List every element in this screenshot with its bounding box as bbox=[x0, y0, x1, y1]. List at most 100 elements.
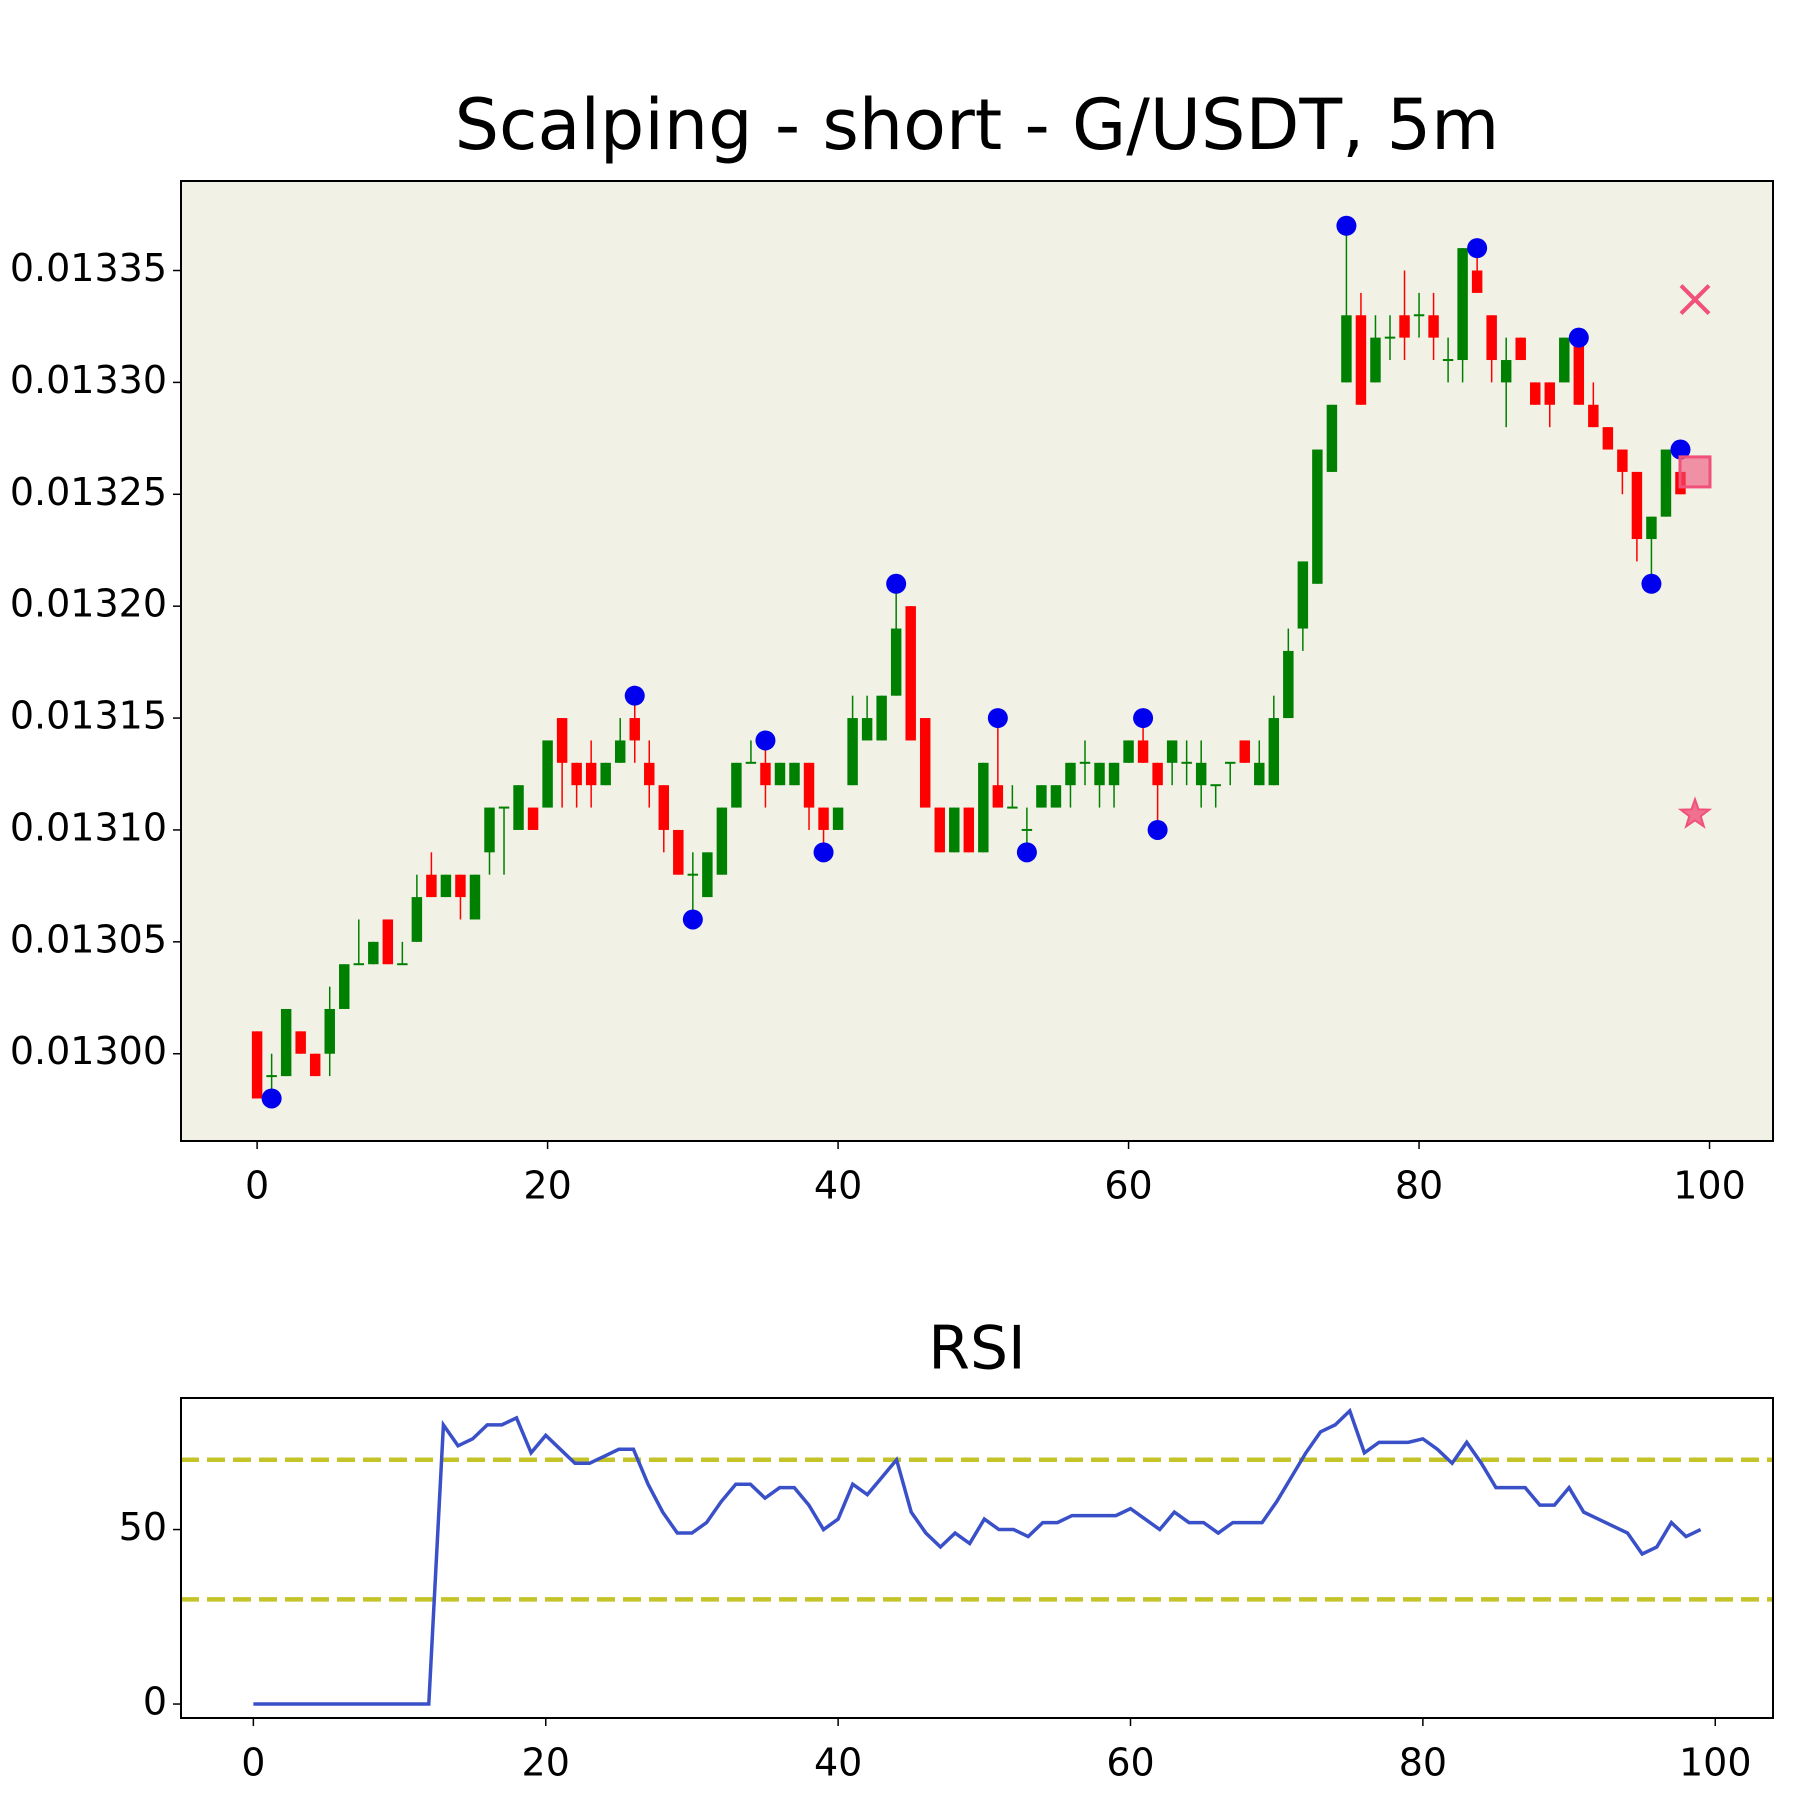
candle-body bbox=[1660, 449, 1672, 517]
pivot-point bbox=[682, 909, 703, 930]
candle-body bbox=[382, 919, 394, 965]
candle-body bbox=[1079, 761, 1091, 764]
candle-body bbox=[600, 762, 611, 786]
candle-body bbox=[266, 1075, 277, 1078]
candle-body bbox=[1442, 359, 1454, 362]
x-tick-label: 40 bbox=[814, 1164, 862, 1208]
candle-body bbox=[455, 874, 466, 898]
candle-body bbox=[919, 718, 931, 808]
candle-body bbox=[992, 785, 1004, 808]
candle-body bbox=[1399, 315, 1410, 338]
candle-body bbox=[1181, 761, 1192, 764]
candle-body bbox=[1210, 784, 1221, 787]
candle-body bbox=[426, 874, 437, 898]
candle-body bbox=[963, 807, 975, 853]
candle-body bbox=[949, 807, 960, 853]
marker-x bbox=[1679, 284, 1711, 316]
candle-body bbox=[687, 873, 699, 876]
candle-body bbox=[1036, 785, 1047, 808]
candle-body bbox=[876, 695, 887, 741]
candle-body bbox=[1471, 270, 1483, 293]
y-tick-label: 0.01325 bbox=[10, 470, 167, 514]
pivot-point bbox=[1641, 573, 1662, 594]
candle-body bbox=[1195, 762, 1207, 786]
candle-body bbox=[556, 718, 568, 763]
candle-body bbox=[1588, 404, 1599, 428]
marker-star bbox=[1677, 796, 1713, 829]
pivot-point bbox=[1147, 819, 1168, 840]
candle-body bbox=[673, 829, 684, 875]
candle-body bbox=[716, 807, 728, 875]
candle-body bbox=[1413, 314, 1425, 317]
candle-body bbox=[1268, 718, 1280, 786]
y-tick-label: 0.01310 bbox=[10, 805, 167, 849]
candle-body bbox=[818, 807, 829, 830]
candle-body bbox=[934, 807, 945, 853]
candle-body bbox=[658, 785, 670, 830]
x-tick-label: 100 bbox=[1679, 1741, 1752, 1785]
candle-body bbox=[1007, 806, 1018, 809]
candle-body bbox=[774, 762, 786, 786]
pivot-point bbox=[1568, 327, 1589, 348]
candle-body bbox=[1123, 740, 1134, 763]
candle-body bbox=[760, 762, 771, 786]
candle-body bbox=[1559, 337, 1570, 383]
candle-body bbox=[1297, 561, 1309, 629]
candle-body bbox=[614, 740, 626, 763]
pivot-point bbox=[1336, 215, 1357, 236]
x-tick-label: 0 bbox=[245, 1164, 269, 1208]
candle-body bbox=[1646, 516, 1657, 540]
candle-body bbox=[1573, 337, 1585, 405]
candle-body bbox=[1283, 650, 1294, 719]
candle-body bbox=[644, 762, 655, 786]
marker-square bbox=[1678, 455, 1712, 489]
x-tick-label: 20 bbox=[522, 1741, 570, 1785]
x-tick-label: 0 bbox=[241, 1741, 265, 1785]
candle-body bbox=[629, 718, 640, 741]
pivot-point bbox=[987, 708, 1008, 729]
candle-body bbox=[1021, 828, 1033, 831]
candle-body bbox=[1544, 382, 1555, 405]
candle-body bbox=[309, 1053, 321, 1077]
candle-body bbox=[411, 897, 423, 942]
candle-body bbox=[731, 762, 742, 808]
pivot-point bbox=[1467, 238, 1488, 259]
candle-body bbox=[1355, 315, 1367, 405]
pivot-point bbox=[1133, 708, 1154, 729]
plot-frame bbox=[180, 180, 1774, 1142]
candle-body bbox=[542, 740, 553, 808]
candle-body bbox=[890, 628, 902, 696]
candle-body bbox=[1341, 315, 1352, 383]
candle-body bbox=[527, 807, 539, 830]
plot-background bbox=[181, 1398, 1773, 1718]
plot-frame bbox=[180, 1397, 1774, 1719]
candle-body bbox=[498, 806, 510, 809]
y-tick-label: 0.01300 bbox=[10, 1029, 167, 1073]
candle-body bbox=[251, 1031, 263, 1099]
candle-body bbox=[978, 762, 989, 853]
candle-body bbox=[1515, 337, 1526, 361]
candle-body bbox=[324, 1008, 335, 1054]
candle-body bbox=[1137, 740, 1149, 763]
candle-body bbox=[397, 963, 408, 966]
candle-body bbox=[1370, 337, 1381, 383]
candle-body bbox=[440, 874, 452, 898]
candle-body bbox=[295, 1031, 306, 1054]
y-tick-label: 0.01305 bbox=[10, 917, 167, 961]
candle-body bbox=[1326, 404, 1338, 472]
plot-background bbox=[181, 181, 1773, 1141]
candle-body bbox=[280, 1008, 292, 1077]
pivot-point bbox=[1670, 439, 1691, 460]
candle-body bbox=[745, 761, 757, 764]
candle-body bbox=[861, 718, 873, 741]
candle-body bbox=[1428, 315, 1439, 338]
candle-body bbox=[339, 964, 350, 1009]
y-tick-label: 0.01320 bbox=[10, 582, 167, 626]
candle-body bbox=[789, 762, 800, 786]
candle-body bbox=[1631, 471, 1643, 540]
candle-body bbox=[469, 874, 481, 920]
candle-body bbox=[368, 941, 379, 965]
pivot-point bbox=[624, 685, 645, 706]
candle-body bbox=[847, 718, 858, 786]
chart-title: Scalping - short - G/USDT, 5m bbox=[455, 84, 1500, 166]
